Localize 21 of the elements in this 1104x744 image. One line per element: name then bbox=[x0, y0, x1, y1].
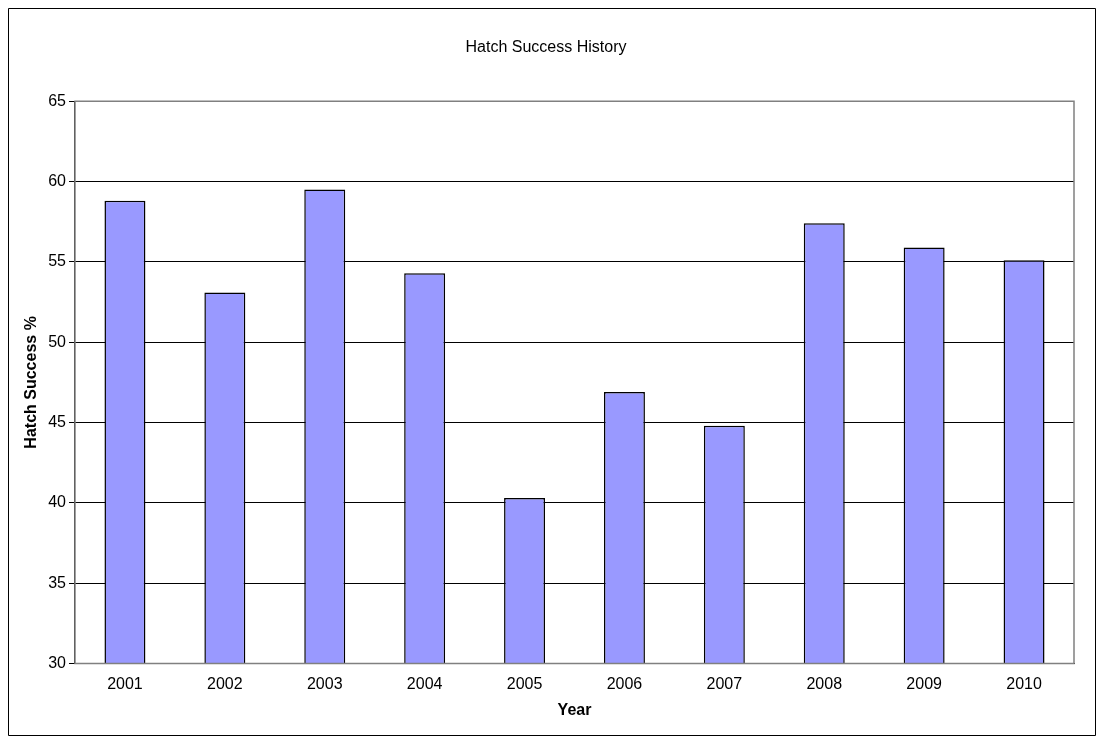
x-tick-label: 2009 bbox=[906, 674, 943, 692]
y-tick-label: 30 bbox=[48, 654, 67, 672]
y-tick-label: 55 bbox=[48, 252, 67, 270]
x-tick-label: 2005 bbox=[506, 674, 543, 692]
x-tick-label: 2001 bbox=[107, 674, 143, 692]
x-axis-title: Year bbox=[557, 700, 592, 718]
x-tick-label: 2008 bbox=[806, 674, 843, 692]
y-tick-label: 40 bbox=[48, 493, 67, 511]
x-tick-label: 2007 bbox=[706, 674, 743, 692]
y-tick-label: 35 bbox=[48, 573, 67, 591]
x-tick-label: 2002 bbox=[207, 674, 243, 692]
y-tick-label: 60 bbox=[48, 171, 67, 189]
chart-title: Hatch Success History bbox=[465, 38, 627, 56]
x-tick-label: 2010 bbox=[1006, 674, 1042, 692]
y-tick-label: 65 bbox=[48, 91, 67, 109]
x-tick-label: 2004 bbox=[406, 674, 443, 692]
y-tick-label: 45 bbox=[48, 412, 67, 430]
y-axis-title: Hatch Success % bbox=[22, 316, 40, 449]
x-tick-label: 2006 bbox=[606, 674, 643, 692]
y-tick-label: 50 bbox=[48, 332, 67, 350]
x-tick-label: 2003 bbox=[306, 674, 343, 692]
